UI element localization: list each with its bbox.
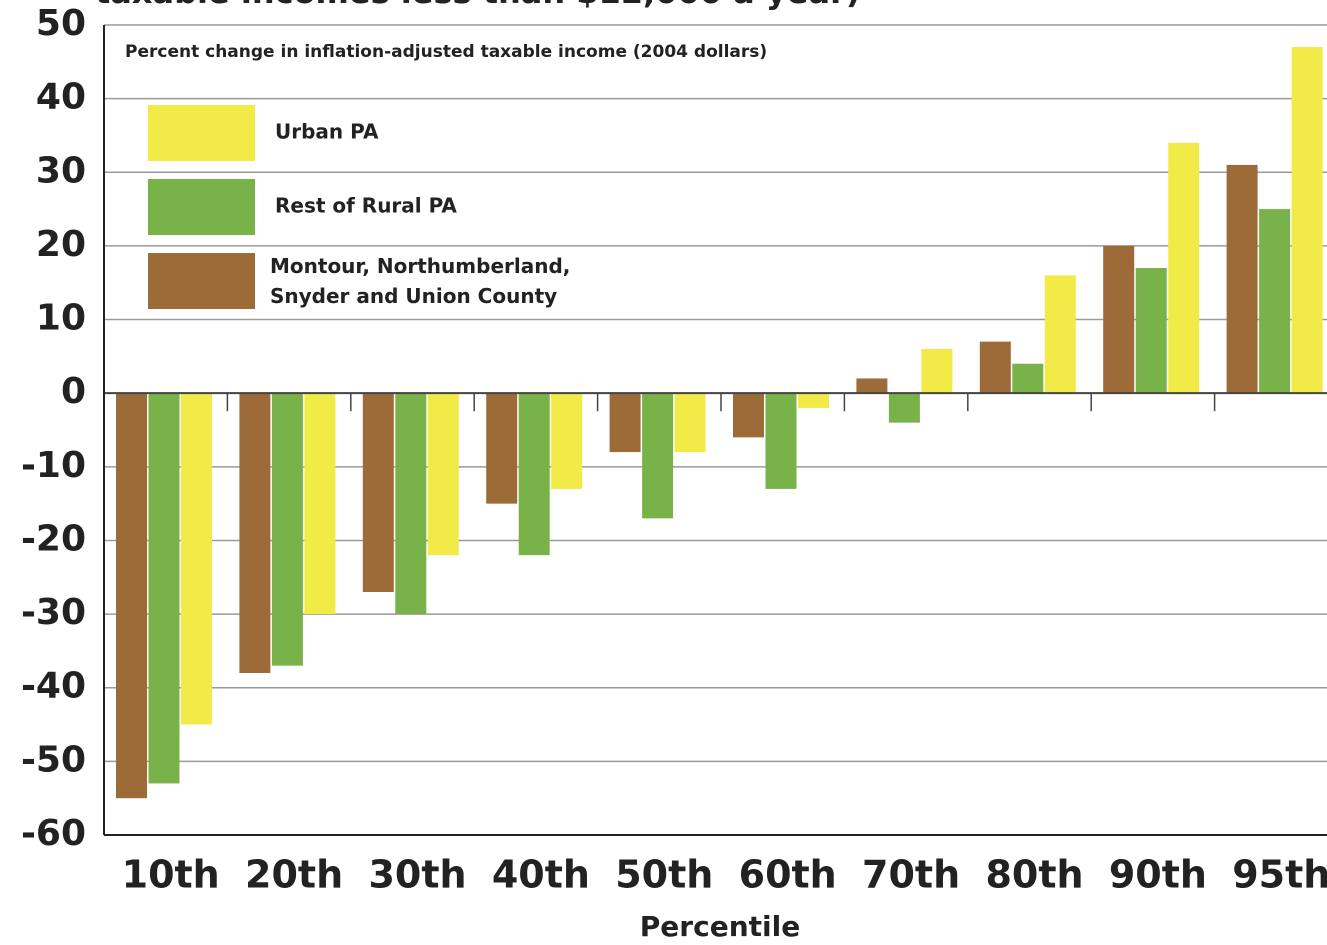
bar [642,393,674,519]
bar [1012,363,1044,394]
bar [856,378,888,394]
bar [1168,142,1200,394]
bar [304,393,336,615]
bar [116,393,147,799]
bars [116,47,1323,799]
y-tick-label: -50 [21,739,86,780]
x-tick-label: 60th [739,853,837,897]
x-axis-label: Percentile [640,910,800,943]
bar [518,393,550,556]
chart-title: taxable incomes less than $12,000 a year… [95,0,860,11]
legend-label: Rest of Rural PA [275,194,457,218]
bar [239,393,271,673]
bar [888,393,920,423]
bar [798,393,829,408]
y-tick-label: -30 [21,592,86,633]
x-tick-label: 80th [985,853,1083,897]
bar [271,393,303,666]
legend-swatch [148,179,255,235]
y-tick-label: 0 [61,371,86,412]
bar [1044,275,1076,394]
legend-swatch [148,253,255,309]
y-tick-label: -10 [21,445,86,486]
legend-swatch [148,105,255,161]
bar [148,393,180,784]
bar [181,393,212,725]
bar [609,393,641,453]
bar [1103,245,1135,394]
y-tick-label: 30 [36,150,86,191]
bar [551,393,583,489]
bar [979,341,1011,394]
y-tick-label: -60 [21,813,86,854]
bar [1135,268,1167,394]
x-tick-label: 70th [862,853,960,897]
bar [733,393,764,438]
y-tick-label: -20 [21,518,86,559]
bar [486,393,518,504]
bar [427,393,459,556]
x-tick-label: 95th [1232,853,1327,897]
bar [362,393,394,592]
y-tick-label: 50 [36,3,86,44]
x-tick-label: 50th [615,853,713,897]
chart-subtitle: Percent change in inflation-adjusted tax… [125,42,767,62]
x-tick-label: 10th [122,853,220,897]
legend-label: Montour, Northumberland, Snyder and Union… [270,254,570,308]
y-tick-label: 10 [36,298,86,339]
y-tick-label: -40 [21,666,86,707]
bar [1291,47,1323,394]
y-tick-label: 20 [36,224,86,265]
y-tick-label: 40 [36,77,86,118]
bar [395,393,427,615]
bar [674,393,706,453]
bar [921,349,953,394]
x-tick-label: 40th [492,853,590,897]
bar [1259,209,1291,394]
bar [1226,164,1258,394]
x-tick-label: 90th [1109,853,1207,897]
legend-label: Urban PA [275,120,379,144]
bar [765,393,797,489]
x-tick-label: 20th [245,853,343,897]
x-tick-label: 30th [368,853,466,897]
